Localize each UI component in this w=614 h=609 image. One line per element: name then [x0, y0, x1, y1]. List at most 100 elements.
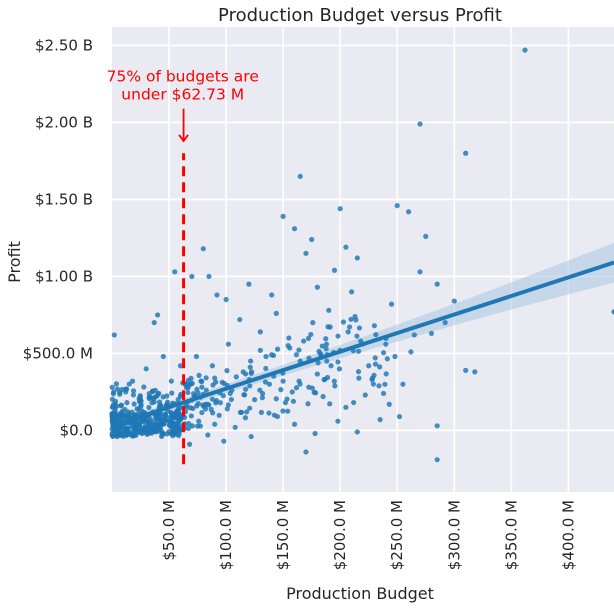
data-point: [257, 329, 263, 335]
data-point: [522, 47, 528, 53]
y-tick-label-4: $2.00 B: [35, 113, 93, 131]
data-point: [237, 316, 243, 323]
data-point: [155, 391, 161, 397]
data-point: [293, 352, 300, 358]
data-point: [394, 203, 400, 209]
data-point: [212, 375, 218, 381]
data-point: [434, 281, 440, 287]
ci-band-layer: [112, 242, 614, 430]
data-point: [271, 412, 277, 418]
data-point: [280, 408, 286, 414]
data-point: [196, 418, 202, 424]
data-point: [323, 336, 329, 342]
tick-labels-layer: $50.0 M $100.0 M $150.0 M $200.0 M $250.0 M $…: [23, 36, 578, 570]
data-point: [290, 398, 297, 404]
data-point: [217, 400, 223, 406]
data-point: [383, 341, 389, 347]
y-tick-label-1: $500.0 M: [23, 344, 93, 362]
data-point: [164, 431, 170, 437]
data-point: [293, 385, 300, 391]
data-point: [383, 371, 389, 377]
data-point: [340, 319, 347, 325]
data-point: [134, 427, 140, 434]
data-point: [280, 378, 286, 384]
data-point: [370, 381, 377, 387]
data-point: [247, 383, 253, 389]
data-point: [146, 395, 152, 402]
data-point: [124, 400, 130, 406]
data-point: [111, 389, 117, 395]
x-tick-label-2: $150.0 M: [274, 500, 292, 570]
data-point: [232, 424, 238, 430]
data-point: [199, 378, 205, 385]
data-point: [263, 365, 269, 372]
data-point: [451, 298, 457, 304]
data-point: [285, 342, 291, 349]
data-point: [185, 425, 192, 432]
data-point: [351, 399, 357, 406]
data-point: [301, 338, 307, 344]
data-point: [382, 381, 388, 387]
data-point: [356, 325, 363, 331]
data-point: [317, 350, 323, 357]
data-point: [228, 396, 234, 403]
annotation-text-line1: 75% of budgets are: [107, 68, 259, 86]
data-point: [247, 405, 253, 411]
data-point: [195, 400, 201, 407]
data-point: [225, 402, 231, 408]
data-point: [117, 389, 123, 396]
data-point: [113, 381, 120, 387]
data-point: [319, 343, 325, 349]
data-point: [109, 404, 115, 410]
data-point: [266, 410, 272, 416]
chart-title: Production Budget versus Profit: [218, 5, 502, 26]
data-point: [369, 375, 376, 381]
data-point: [315, 360, 321, 366]
data-point: [266, 381, 273, 387]
data-point: [188, 381, 194, 387]
data-point: [434, 423, 440, 429]
data-point: [200, 402, 206, 408]
data-point: [155, 312, 161, 318]
data-point: [160, 394, 166, 400]
data-point: [223, 296, 229, 303]
data-point: [355, 369, 362, 375]
data-point: [209, 363, 215, 369]
data-point: [372, 361, 379, 367]
data-point: [408, 349, 414, 355]
x-tick-label-4: $250.0 M: [388, 500, 406, 570]
data-point: [309, 385, 315, 391]
data-point: [216, 412, 222, 418]
data-point: [417, 269, 423, 275]
data-point: [161, 421, 167, 427]
data-point: [423, 233, 429, 240]
data-point: [252, 397, 258, 403]
data-point: [212, 421, 218, 427]
data-point: [203, 375, 209, 381]
data-point: [380, 350, 387, 356]
data-point: [126, 411, 132, 417]
data-point: [354, 429, 360, 435]
data-point: [118, 410, 124, 416]
data-point: [258, 409, 265, 415]
y-tick-label-5: $2.50 B: [35, 36, 93, 54]
data-point: [320, 393, 326, 400]
x-tick-label-5: $300.0 M: [445, 500, 463, 570]
data-point: [388, 301, 395, 307]
data-point: [472, 369, 478, 375]
data-point: [188, 375, 194, 381]
data-point: [123, 426, 129, 432]
data-point: [335, 359, 341, 365]
data-point: [172, 269, 178, 275]
data-point: [442, 320, 448, 326]
data-point: [130, 425, 137, 432]
data-point: [206, 273, 212, 280]
data-point: [284, 396, 290, 402]
data-point: [136, 405, 142, 412]
data-point: [366, 363, 372, 369]
data-point: [263, 353, 269, 360]
data-point: [149, 388, 156, 394]
data-point: [322, 376, 328, 382]
x-tick-label-3: $200.0 M: [331, 500, 349, 570]
data-point: [199, 409, 205, 416]
